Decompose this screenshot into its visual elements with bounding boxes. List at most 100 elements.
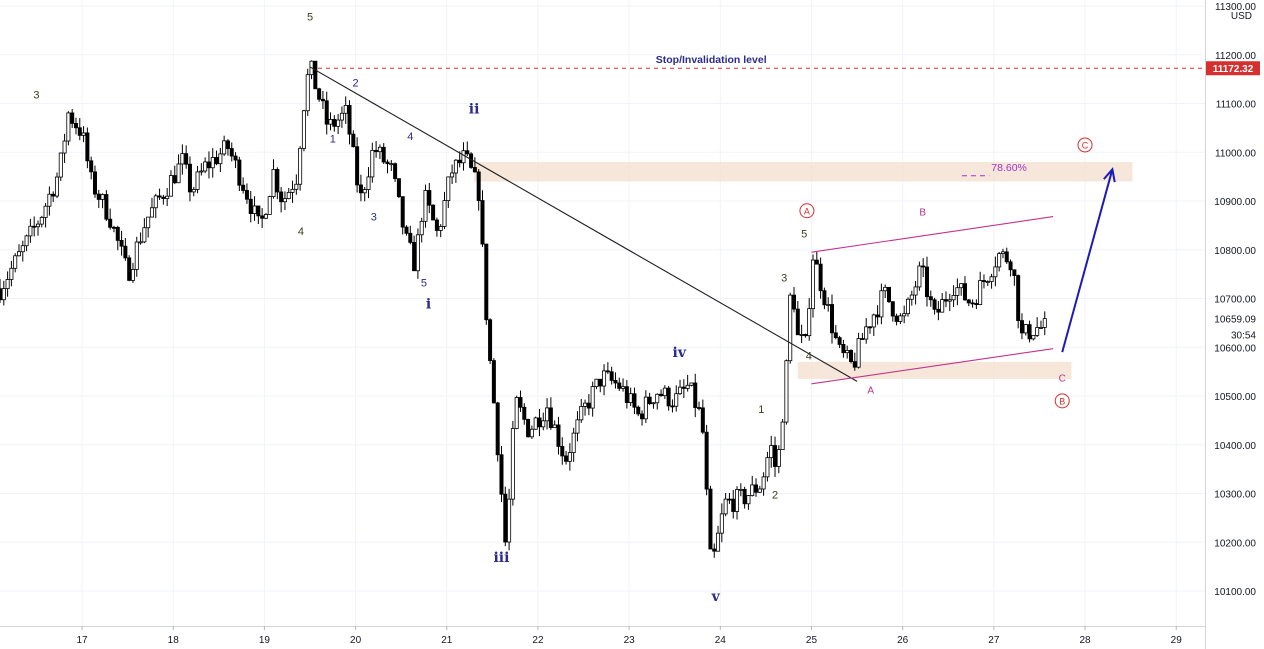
y-axis[interactable]: USD 10100.00 10200.00 10300.00 10400.00 1050… — [1205, 0, 1261, 649]
candle-body — [605, 370, 610, 373]
candle-body — [43, 205, 48, 218]
candle-body — [1031, 334, 1036, 340]
fib-marker: 78.60% — [961, 162, 1027, 177]
candle-body — [491, 360, 496, 404]
circled-wave-labels: A B C — [799, 137, 1093, 409]
candle-body — [959, 283, 964, 289]
stop-price-badge: 11172.32 — [1206, 61, 1260, 76]
wave-label: 3 — [371, 212, 377, 224]
candle-body — [636, 406, 641, 415]
candle-body — [442, 200, 447, 227]
candle-body — [624, 386, 629, 404]
candle-body — [412, 241, 417, 272]
candle-body — [860, 338, 865, 340]
candle-body — [750, 484, 755, 496]
x-tick-label: 29 — [1171, 635, 1183, 646]
candle-body — [396, 178, 401, 198]
candle-body — [465, 150, 470, 155]
candle-body — [62, 140, 67, 154]
candle-body — [545, 407, 550, 422]
candle-body — [974, 303, 979, 305]
candle-body — [841, 343, 846, 354]
x-tick-label: 18 — [168, 635, 180, 646]
candle-body — [617, 382, 622, 389]
x-tick-label: 25 — [806, 635, 818, 646]
candle-body — [856, 338, 861, 368]
candle-body — [522, 406, 527, 420]
candle-body — [552, 424, 557, 429]
candle-body — [484, 243, 489, 321]
candles — [0, 60, 1047, 558]
candle-body — [374, 149, 379, 153]
wave-label: 2 — [772, 489, 778, 501]
candle-body — [761, 476, 766, 490]
candle-body — [210, 157, 215, 169]
candle-body — [981, 280, 986, 283]
circled-wave-label: B — [1059, 396, 1065, 406]
support-zone — [797, 361, 1072, 379]
candle-body — [377, 146, 382, 153]
candle-body — [362, 189, 367, 194]
candle-body — [590, 386, 595, 409]
candle-body — [244, 190, 249, 200]
wave-circle — [1054, 393, 1070, 409]
candle-body — [757, 488, 762, 493]
candle-body — [138, 241, 143, 244]
candle-body — [598, 378, 603, 387]
candle-body — [621, 386, 626, 389]
wave-label: 3 — [33, 90, 39, 102]
candle-body — [355, 146, 360, 186]
candle-body — [450, 172, 455, 178]
trendline — [309, 66, 858, 382]
projection-arrow — [1061, 169, 1114, 353]
candle-body — [754, 484, 759, 493]
candle-body — [807, 308, 812, 337]
candle-body — [366, 176, 371, 190]
wave-label: 1 — [330, 134, 336, 146]
candle-body — [294, 183, 299, 190]
wave-circle — [1077, 137, 1093, 153]
candle-body — [735, 489, 740, 512]
candle-body — [792, 294, 797, 310]
candle-body — [267, 196, 272, 215]
x-tick-label: 17 — [76, 635, 88, 646]
candle-body — [191, 189, 196, 193]
candle-body — [659, 393, 664, 397]
y-tick-label: 10300.00 — [1214, 490, 1256, 501]
candle-body — [811, 259, 816, 310]
x-tick-label: 20 — [350, 635, 362, 646]
candle-body — [723, 498, 728, 515]
candle-body — [434, 219, 439, 231]
candle-body — [218, 153, 223, 165]
candle-body — [32, 225, 37, 228]
candle-body — [381, 146, 386, 163]
candle-body — [328, 119, 333, 125]
candle-body — [662, 387, 667, 397]
currency-label: USD — [1231, 11, 1252, 22]
candle-body — [142, 227, 147, 243]
x-axis[interactable]: 17 18 19 20 21 22 23 24 25 26 27 28 29 — [0, 626, 1205, 646]
candle-body — [153, 195, 158, 209]
x-tick-label: 28 — [1079, 635, 1091, 646]
candle-body — [1008, 261, 1013, 271]
candle-body — [9, 267, 14, 280]
wave-label: A — [867, 386, 874, 397]
candle-body — [924, 266, 929, 298]
candle-body — [514, 397, 519, 429]
x-ticks: 17 18 19 20 21 22 23 24 25 26 27 28 29 — [76, 626, 1182, 646]
candle-body — [415, 234, 420, 272]
candle-body — [313, 60, 318, 90]
candle-body — [271, 169, 276, 197]
candle-body — [902, 313, 907, 317]
candle-body — [58, 152, 63, 178]
grid — [0, 0, 1205, 626]
candle-body — [594, 378, 599, 388]
candle-body — [803, 334, 808, 337]
candle-body — [263, 214, 268, 219]
candle-body — [548, 407, 553, 429]
candle-body — [187, 163, 192, 193]
candle-body — [909, 294, 914, 300]
candle-body — [788, 294, 793, 362]
